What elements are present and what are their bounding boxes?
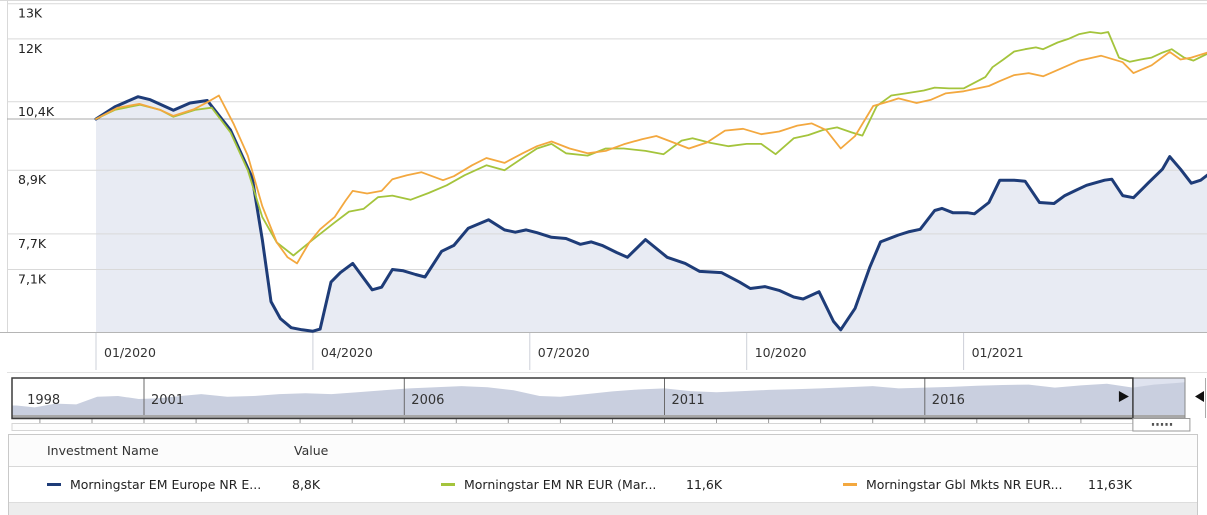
x-axis-label: 10/2020: [755, 345, 807, 360]
x-axis-label: 01/2021: [972, 345, 1024, 360]
grip-dot: [1156, 423, 1159, 426]
timeline-year-label: 1998: [27, 393, 60, 408]
timeline-lower-strip: [11, 423, 1134, 431]
legend-panel: Investment Name Value Morningstar EM Eur…: [8, 434, 1198, 515]
legend-header-value: Value: [294, 443, 329, 458]
legend-row: Morningstar EM Europe NR E... 8,8K Morni…: [9, 467, 1197, 502]
y-axis-label: 8,9K: [18, 172, 47, 187]
timeline-market-profile: [12, 382, 1185, 415]
legend-item-em-europe[interactable]: Morningstar EM Europe NR E... 8,8K: [9, 477, 403, 492]
legend-item-name: Morningstar Gbl Mkts NR EUR...: [866, 477, 1063, 492]
legend-item-gbl-mkts[interactable]: Morningstar Gbl Mkts NR EUR... 11,63K: [806, 477, 1197, 492]
grip-dot: [1165, 423, 1168, 426]
window-end-handle[interactable]: [1195, 391, 1204, 402]
y-axis-label: 7,7K: [18, 236, 47, 251]
x-axis-label: 07/2020: [538, 345, 590, 360]
legend-item-name: Morningstar EM NR EUR (Mar...: [464, 477, 657, 492]
y-axis-label: 13K: [18, 6, 43, 21]
legend-item-em[interactable]: Morningstar EM NR EUR (Mar... 11,6K: [403, 477, 806, 492]
timeline-year-label: 2016: [932, 393, 965, 408]
series-line-0[interactable]: [94, 95, 1207, 333]
grip-dot: [1160, 423, 1164, 426]
legend-header-name: Investment Name: [47, 443, 159, 458]
legend-item-value: 8,8K: [292, 477, 321, 492]
legend-item-value: 11,63K: [1088, 477, 1132, 492]
legend-footer-strip: [9, 502, 1197, 515]
timeline-scrubber[interactable]: 1998 2001 2006 2011 2016: [0, 374, 1207, 434]
timeline-year-label: 2001: [151, 393, 184, 408]
performance-chart[interactable]: 13K 12K 10,4K 8,9K 7,7K 7,1K 01/2020 04/2020 07/…: [0, 0, 1207, 374]
y-axis-label: 7,1K: [18, 272, 47, 287]
grip-dot: [1169, 423, 1173, 426]
timeline-baseline: [12, 415, 1185, 419]
y-axis-label: 10,4K: [18, 104, 55, 119]
y-axis-label: 12K: [18, 41, 43, 56]
legend-item-value: 11,6K: [686, 477, 723, 492]
timeline-history-frame: [11, 377, 1134, 420]
legend-header: Investment Name Value: [9, 435, 1197, 467]
series-color-dash: [47, 483, 61, 486]
series-line-2[interactable]: [95, 51, 1207, 265]
timeline-year-label: 2006: [411, 393, 444, 408]
area-fill: [96, 96, 1207, 332]
x-axis-label: 01/2020: [104, 345, 156, 360]
x-axis-label: 04/2020: [321, 345, 373, 360]
series-color-dash: [441, 483, 455, 486]
series-color-dash: [843, 483, 857, 486]
series-line-1[interactable]: [95, 31, 1207, 257]
window-start-handle[interactable]: [1118, 391, 1129, 402]
legend-item-name: Morningstar EM Europe NR E...: [70, 477, 262, 492]
grip-dot: [1151, 423, 1155, 426]
timeline-year-label: 2011: [672, 393, 705, 408]
